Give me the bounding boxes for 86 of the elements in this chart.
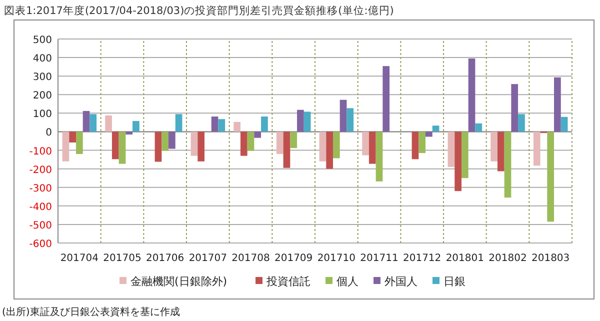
y-tick-label: -100 bbox=[29, 146, 52, 158]
y-tick-label: -300 bbox=[29, 183, 52, 194]
bar bbox=[132, 120, 140, 132]
y-tick-label: 400 bbox=[32, 54, 52, 65]
bar bbox=[290, 132, 298, 148]
text: (出所)東証及び日銀公表資料を基に作成 bbox=[2, 306, 180, 318]
bar bbox=[69, 132, 76, 142]
legend-label: 日銀 bbox=[444, 275, 466, 288]
bar bbox=[412, 132, 419, 160]
bar bbox=[554, 77, 561, 132]
y-tick-label: -500 bbox=[29, 220, 52, 232]
bar bbox=[247, 132, 254, 151]
bar bbox=[112, 132, 119, 160]
bar bbox=[126, 132, 133, 135]
y-tick-label: 200 bbox=[32, 90, 52, 102]
bar bbox=[432, 126, 440, 132]
bar bbox=[448, 132, 455, 167]
bar bbox=[490, 132, 498, 162]
bar bbox=[154, 132, 162, 162]
bar bbox=[326, 132, 333, 169]
bar bbox=[218, 119, 226, 132]
chart-title: 図表1:2017年度(2017/04-2018/03)の投資部門別差引売買金額推移(単位:億円) bbox=[4, 4, 394, 17]
legend-label: 金融機関(日銀除外) bbox=[130, 275, 228, 288]
bar bbox=[168, 132, 176, 149]
bar bbox=[518, 114, 525, 132]
bar bbox=[560, 116, 568, 132]
bar bbox=[362, 132, 369, 156]
bar bbox=[497, 132, 504, 172]
bar bbox=[475, 123, 482, 132]
bar bbox=[504, 132, 512, 198]
bar bbox=[234, 122, 240, 132]
bar bbox=[468, 58, 476, 132]
bar bbox=[304, 112, 311, 132]
bar bbox=[511, 84, 518, 132]
bar bbox=[105, 115, 112, 132]
y-tick-label: -400 bbox=[29, 202, 52, 213]
y-tick-label: 100 bbox=[32, 109, 52, 120]
y-tick-label: -600 bbox=[29, 239, 52, 250]
bar bbox=[254, 132, 262, 138]
bar bbox=[90, 114, 97, 132]
bar bbox=[276, 132, 284, 154]
x-tick-label: 201707 bbox=[188, 253, 228, 264]
bar bbox=[175, 114, 182, 132]
y-tick-label: 0 bbox=[46, 128, 52, 139]
bar bbox=[418, 132, 426, 154]
bar bbox=[190, 132, 198, 156]
bar bbox=[240, 132, 248, 156]
bar bbox=[62, 132, 70, 162]
bar bbox=[118, 132, 126, 164]
x-tick-label: 201803 bbox=[531, 253, 570, 264]
bar bbox=[368, 132, 376, 164]
bar bbox=[82, 110, 90, 132]
bar bbox=[211, 116, 218, 132]
bar bbox=[283, 132, 290, 168]
bar bbox=[454, 132, 462, 192]
bar bbox=[346, 108, 354, 132]
bar bbox=[461, 132, 468, 178]
bar bbox=[426, 132, 432, 137]
x-tick-label: 201708 bbox=[232, 253, 270, 264]
bar bbox=[533, 132, 540, 166]
bar bbox=[547, 132, 554, 222]
x-tick-label: 201801 bbox=[446, 253, 484, 264]
x-tick-label: 201802 bbox=[488, 253, 527, 264]
y-tick-label: -200 bbox=[29, 164, 52, 176]
y-tick-label: 300 bbox=[32, 72, 52, 84]
x-tick-label: 201712 bbox=[402, 253, 442, 264]
x-tick-label: 201711 bbox=[360, 253, 398, 264]
bar bbox=[76, 132, 83, 154]
bar bbox=[319, 132, 326, 162]
bar bbox=[382, 66, 390, 132]
x-tick-label: 201706 bbox=[146, 253, 184, 264]
legend-label: 個人 bbox=[336, 275, 358, 288]
bar bbox=[297, 110, 304, 132]
bar bbox=[261, 116, 268, 132]
bar bbox=[162, 132, 169, 151]
bar bbox=[332, 132, 340, 158]
x-tick-label: 201710 bbox=[317, 253, 356, 264]
bar bbox=[198, 132, 204, 162]
y-tick-label: 500 bbox=[32, 35, 52, 46]
x-tick-label: 201704 bbox=[60, 253, 99, 264]
x-tick-label: 201705 bbox=[103, 253, 142, 264]
bar bbox=[376, 132, 383, 182]
legend-label: 投資信託 bbox=[266, 275, 310, 288]
bar bbox=[340, 100, 347, 132]
legend-label: 外国人 bbox=[384, 275, 418, 288]
x-tick-label: 201709 bbox=[274, 253, 313, 264]
